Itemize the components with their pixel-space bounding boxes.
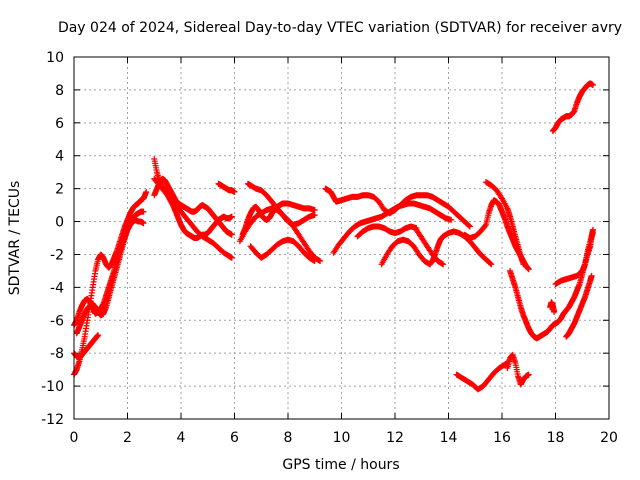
series-arc-h [215,180,238,195]
x-tick-label: 0 [70,430,79,446]
y-tick-label: -12 [41,412,64,428]
y-tick-label: -8 [50,346,64,362]
x-tick-label: 14 [440,430,458,446]
y-tick-label: -4 [50,280,64,296]
y-tick-label: 2 [55,182,64,198]
x-tick-label: 16 [493,430,511,446]
x-tick-label: 12 [386,430,404,446]
data-point [143,188,150,195]
data-point [317,258,324,265]
x-tick-label: 8 [284,430,293,446]
series-arc-z [549,80,596,135]
data-point [231,188,238,195]
series-arc-t [507,226,596,342]
data-point [551,309,558,316]
y-tick-label: 4 [55,149,64,165]
series-arc-w [547,299,558,316]
series-arc-g [151,175,235,261]
data-point [448,216,455,223]
data-point [140,220,147,227]
series-arc-c [71,332,102,362]
y-tick-label: -2 [50,247,64,263]
x-tick-label: 10 [333,430,351,446]
x-tick-label: 20 [600,430,618,446]
series-arc-q [413,226,447,268]
data-point [482,222,489,229]
data-point [95,332,102,339]
data-point [589,81,596,88]
series-arc-o [378,228,495,268]
data-series [71,80,596,393]
data-point [588,272,595,279]
y-tick-label: 8 [55,83,64,99]
series-arc-d [73,216,147,337]
data-point [440,261,447,268]
y-axis: -12 -10 -8 -6 -4 -2 0 2 4 6 8 10 [41,50,609,428]
data-point [466,223,473,230]
y-tick-label: -10 [41,379,64,395]
data-point [466,222,473,229]
y-tick-label: 6 [55,116,64,132]
series-arc-s [482,179,527,268]
x-tick-label: 18 [547,430,565,446]
data-point [228,231,235,238]
data-point [520,261,527,268]
series-arc-v [504,351,532,388]
chart-title: Day 024 of 2024, Sidereal Day-to-day VTE… [58,20,622,36]
x-axis-label: GPS time / hours [282,457,399,473]
data-point [228,213,235,220]
x-axis: 0 2 4 6 8 10 12 14 16 18 20 [70,57,618,446]
series-arc-k [236,205,318,245]
data-point [589,230,596,237]
y-tick-label: -6 [50,313,64,329]
series-arc-x [552,230,596,288]
x-tick-label: 2 [123,430,132,446]
series-arc-p [354,223,420,240]
data-point [525,266,532,273]
y-axis-label: SDTVAR / TECUs [7,181,23,296]
y-tick-label: 0 [55,215,64,231]
data-point [228,254,235,261]
data-point [487,260,494,267]
series-arc-l [247,236,318,265]
data-point [311,258,318,265]
x-tick-label: 6 [230,430,239,446]
y-tick-label: 10 [46,50,64,66]
data-point [498,194,505,201]
plot-frame [73,56,610,420]
data-point [525,371,532,378]
data-point [140,208,147,215]
grid [74,57,609,419]
x-tick-label: 4 [177,430,186,446]
data-point [488,261,495,268]
series-arc-n [330,200,455,256]
series-arc-y [563,272,595,340]
data-point [311,211,318,218]
